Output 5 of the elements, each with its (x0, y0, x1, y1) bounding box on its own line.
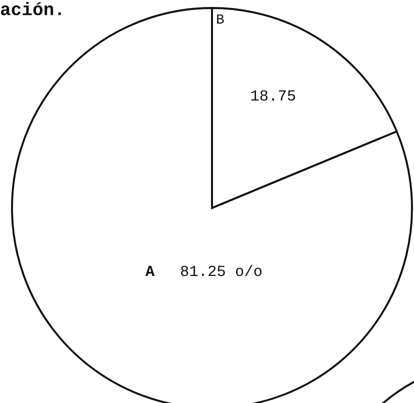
data-label: 81.25 o/o (180, 264, 262, 276)
slice-label: B (217, 14, 224, 24)
data-label: 18.75 (251, 90, 296, 101)
slice-label: A (145, 266, 155, 276)
chart-title: ación. (0, 2, 61, 16)
